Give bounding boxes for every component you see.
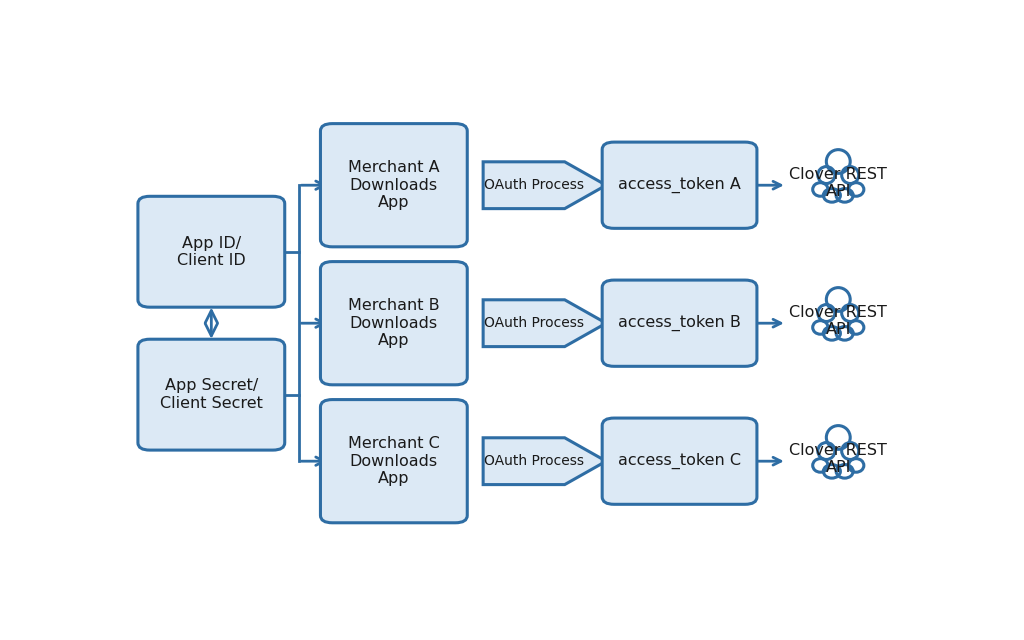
Text: Merchant A
Downloads
App: Merchant A Downloads App bbox=[348, 160, 439, 210]
Ellipse shape bbox=[849, 321, 864, 334]
Ellipse shape bbox=[842, 166, 859, 184]
Polygon shape bbox=[483, 162, 606, 209]
Ellipse shape bbox=[842, 305, 859, 321]
Ellipse shape bbox=[826, 426, 850, 449]
Text: Merchant C
Downloads
App: Merchant C Downloads App bbox=[348, 436, 439, 486]
FancyBboxPatch shape bbox=[321, 262, 467, 385]
FancyBboxPatch shape bbox=[321, 399, 467, 523]
Ellipse shape bbox=[818, 305, 835, 321]
Ellipse shape bbox=[849, 459, 864, 472]
Text: Clover REST
API: Clover REST API bbox=[790, 305, 887, 337]
Polygon shape bbox=[483, 300, 606, 347]
Ellipse shape bbox=[813, 459, 828, 472]
FancyBboxPatch shape bbox=[602, 418, 757, 504]
Text: App ID/
Client ID: App ID/ Client ID bbox=[177, 236, 246, 268]
Ellipse shape bbox=[837, 465, 853, 478]
FancyBboxPatch shape bbox=[138, 339, 285, 450]
Ellipse shape bbox=[823, 189, 841, 202]
Text: OAuth Process: OAuth Process bbox=[484, 316, 585, 330]
Ellipse shape bbox=[813, 321, 828, 334]
Ellipse shape bbox=[818, 442, 835, 460]
Ellipse shape bbox=[849, 182, 864, 196]
Polygon shape bbox=[483, 438, 606, 484]
Text: OAuth Process: OAuth Process bbox=[484, 454, 585, 468]
Text: OAuth Process: OAuth Process bbox=[484, 178, 585, 192]
Ellipse shape bbox=[826, 287, 850, 311]
Ellipse shape bbox=[823, 465, 841, 478]
Text: Merchant B
Downloads
App: Merchant B Downloads App bbox=[348, 298, 439, 348]
Text: Clover REST
API: Clover REST API bbox=[790, 443, 887, 476]
FancyBboxPatch shape bbox=[138, 196, 285, 307]
Ellipse shape bbox=[813, 182, 828, 196]
Text: Clover REST
API: Clover REST API bbox=[790, 167, 887, 199]
Text: access_token C: access_token C bbox=[618, 453, 741, 469]
Ellipse shape bbox=[837, 189, 853, 202]
Ellipse shape bbox=[818, 166, 835, 184]
Text: App Secret/
Client Secret: App Secret/ Client Secret bbox=[160, 378, 263, 411]
FancyBboxPatch shape bbox=[602, 280, 757, 366]
Ellipse shape bbox=[826, 150, 850, 173]
Ellipse shape bbox=[823, 326, 841, 340]
Text: access_token A: access_token A bbox=[618, 177, 741, 193]
FancyBboxPatch shape bbox=[321, 124, 467, 247]
Ellipse shape bbox=[837, 326, 853, 340]
Ellipse shape bbox=[842, 442, 859, 460]
Text: access_token B: access_token B bbox=[618, 315, 741, 332]
FancyBboxPatch shape bbox=[602, 142, 757, 228]
